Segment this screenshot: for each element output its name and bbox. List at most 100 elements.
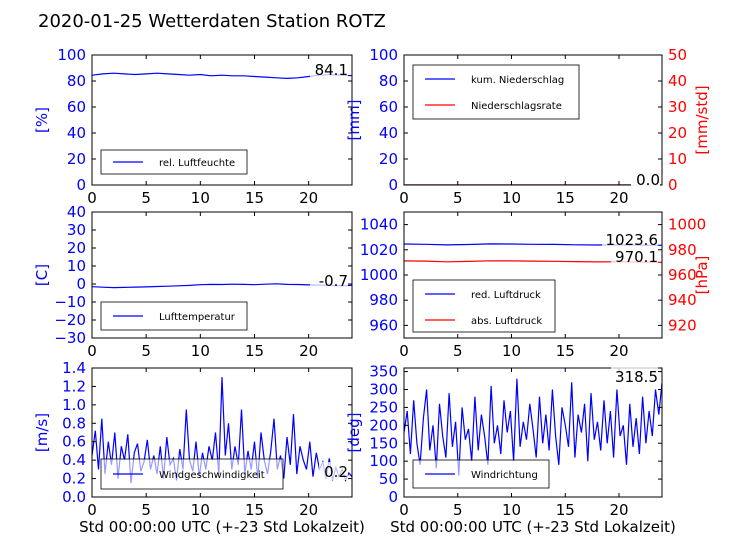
panel-pressure: 0 5 10 15 20 960 980 1000 1020 1040 920 940 960 980 10… [360,211,711,360]
current-value-label: -0.7 [319,272,348,290]
legend-box [412,279,556,333]
legend-label: Windrichtung [471,470,538,481]
y-tick-label: 350 [369,363,398,381]
y-tick-label: −10 [54,293,86,311]
y-right-tick-label: 1000 [668,216,706,234]
x-tick-label: 0 [87,501,97,519]
y-tick-label: 980 [369,291,398,309]
x-axis-label: Std 00:00:00 UTC (+-23 Std Lokalzeit) [79,518,365,536]
x-tick-label: 0 [87,189,97,207]
panel-temperature: 0 5 10 15 20−30−20−10010203040[C]Lufttempera… [33,203,353,360]
y-tick-label: 960 [369,316,398,334]
x-tick-label: 5 [141,501,151,519]
y-tick-label: 60 [67,98,86,116]
legend-label: kum. Niederschlag [471,75,564,86]
y-axis-label: [C] [33,264,51,286]
y-tick-label: 250 [369,398,398,416]
y-tick-label: −30 [54,329,86,347]
y-tick-label: 80 [379,72,398,90]
value-label-bg [611,367,658,385]
current-value-label: 0.2 [324,463,348,481]
axes-frame [403,367,663,498]
y-tick-label: 20 [67,150,86,168]
axes-frame [403,54,663,186]
value-label-bg [310,271,348,289]
current-value-label: 84.1 [315,61,348,79]
y-tick-label: 1000 [360,266,398,284]
value-label-bg [319,462,348,480]
x-tick-label: 5 [141,342,151,360]
legend: Lufttemperatur [100,301,248,331]
y-tick-label: 40 [67,124,86,142]
y-tick-label: 80 [67,72,86,90]
axes-frame [91,211,353,339]
x-tick-label: 20 [609,501,628,519]
legend-label: Windgeschwindigkeit [159,470,265,481]
y-right-tick-label: 980 [668,241,697,259]
legend: red. Luftdruck abs. Luftdruck [412,279,556,333]
x-tick-label: 15 [245,189,264,207]
x-tick-label: 20 [299,501,318,519]
series-line-humidity [92,72,352,80]
axes-frame [91,54,353,186]
x-tick-label: 0 [87,342,97,360]
y-right-tick-label: 0 [668,176,678,194]
y-right-tick-label: 30 [668,98,687,116]
y-axis-label: [mm] [345,100,363,141]
x-tick-label: 10 [502,342,521,360]
legend: kum. Niederschlag Niederschlagsrate [412,64,580,120]
legend-label: rel. Luftfeuchte [159,158,235,169]
y-axis-label: [deg] [345,413,363,453]
y-tick-label: 100 [57,46,86,64]
y-tick-label: 1.2 [62,377,86,395]
x-tick-label: 20 [299,342,318,360]
series-line-winddirection [404,378,662,476]
x-axis-label: Std 00:00:00 UTC (+-23 Std Lokalzeit) [390,518,676,536]
y-tick-label: 0.8 [62,414,86,432]
y-tick-label: 200 [369,416,398,434]
y-tick-label: 10 [67,257,86,275]
current-value-label: 1023.6 [606,231,659,249]
y-right-tick-label: 50 [668,46,687,64]
y-right-axis-label: [mm/std] [693,85,711,154]
x-tick-label: 10 [502,501,521,519]
y-tick-label: 60 [379,98,398,116]
y-right-axis-label: [hPa] [693,256,711,295]
y-tick-label: 50 [379,470,398,488]
y-tick-label: 0.2 [62,470,86,488]
x-tick-label: 10 [191,342,210,360]
x-tick-label: 0 [399,501,409,519]
x-tick-label: 20 [609,342,628,360]
legend: Windrichtung [412,459,550,489]
y-tick-label: 0.4 [62,451,86,469]
x-tick-label: 15 [556,501,575,519]
x-tick-label: 5 [453,189,463,207]
x-tick-label: 15 [245,342,264,360]
x-tick-label: 5 [453,501,463,519]
legend: rel. Luftfeuchte [100,149,248,175]
y-right-tick-label: 10 [668,150,687,168]
x-tick-label: 10 [502,189,521,207]
legend-box [412,64,580,120]
x-tick-label: 5 [453,342,463,360]
y-right-tick-label: 940 [668,291,697,309]
y-tick-label: 150 [369,434,398,452]
series-line-windspeed [92,377,352,484]
y-tick-label: 40 [379,124,398,142]
y-tick-label: 20 [379,150,398,168]
current-value-label: 0.0 [636,171,660,189]
legend-label: red. Luftdruck [471,290,541,301]
y-tick-label: 0 [388,488,398,506]
x-tick-label: 15 [556,189,575,207]
y-tick-label: 0.0 [62,488,86,506]
x-tick-label: 10 [191,189,210,207]
y-right-tick-label: 920 [668,316,697,334]
y-right-tick-label: 20 [668,124,687,142]
value-label-bg [611,247,658,265]
x-tick-label: 5 [141,189,151,207]
y-tick-label: 1020 [360,241,398,259]
x-tick-label: 10 [191,501,210,519]
x-tick-label: 15 [245,501,264,519]
y-tick-label: 1.4 [62,359,86,377]
